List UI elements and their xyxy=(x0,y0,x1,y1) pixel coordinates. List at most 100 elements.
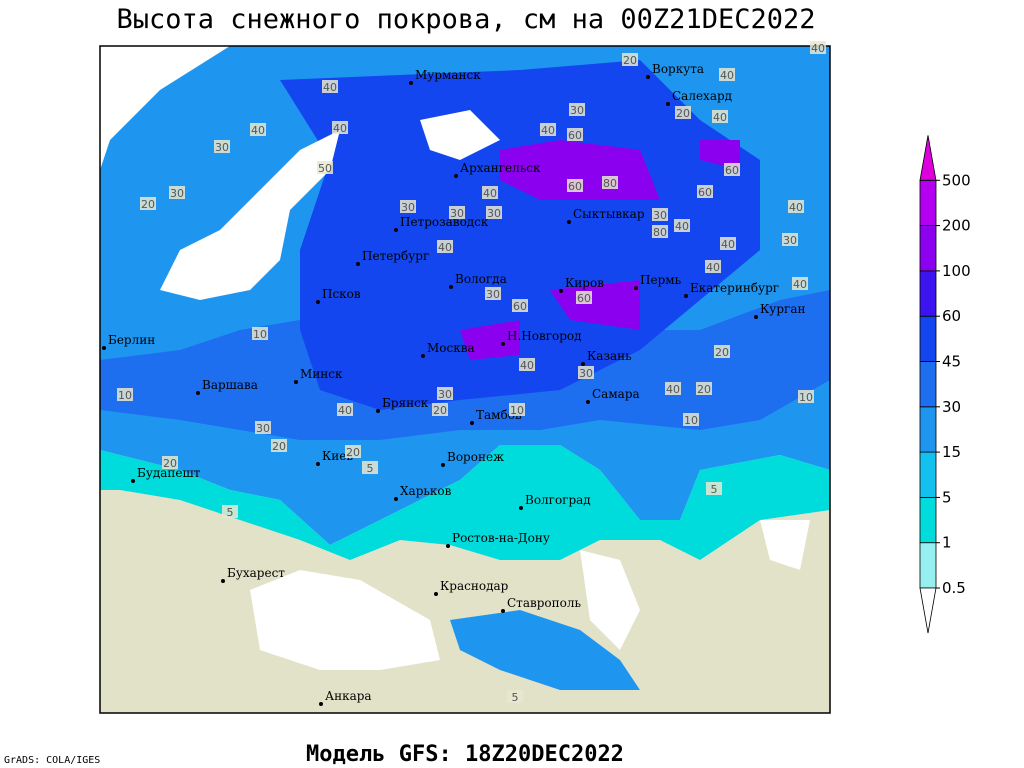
contour-label-box xyxy=(652,208,668,221)
city-label: Архангельск xyxy=(460,161,541,175)
city-label: Казань xyxy=(587,349,632,363)
city-label: Курган xyxy=(760,302,805,316)
water xyxy=(100,46,810,670)
contour-label-box xyxy=(788,200,804,213)
contour-label: 30 xyxy=(579,367,593,380)
contour-label: 40 xyxy=(713,111,727,124)
city-dot xyxy=(754,315,758,319)
contour-label: 10 xyxy=(799,391,813,404)
contour-label: 40 xyxy=(323,81,337,94)
contour-label-box xyxy=(432,403,448,416)
contour-label-box xyxy=(567,128,583,141)
contour-label: 60 xyxy=(577,292,591,305)
city-label: Волгоград xyxy=(525,493,591,507)
contour-label: 40 xyxy=(251,124,265,137)
contour-label-box xyxy=(578,366,594,379)
contour-label: 10 xyxy=(684,414,698,427)
contour-label-box xyxy=(712,110,728,123)
contour-label: 40 xyxy=(811,42,825,55)
city-label: Сыктывкар xyxy=(573,207,645,221)
snow-1 xyxy=(100,445,830,560)
colorbar-segment xyxy=(919,270,937,317)
city-dot xyxy=(567,220,571,224)
colorbar-label: 45 xyxy=(942,353,961,371)
city-dot xyxy=(421,354,425,358)
contour-label: 30 xyxy=(570,104,584,117)
contour-label-box xyxy=(720,237,736,250)
colorbar-segment xyxy=(919,179,937,227)
contour-label: 60 xyxy=(698,186,712,199)
contour-label: 30 xyxy=(487,207,501,220)
city-dot xyxy=(666,102,670,106)
contour-label: 40 xyxy=(541,124,555,137)
contour-label: 20 xyxy=(676,107,690,120)
contour-label-box xyxy=(400,200,416,213)
city-dot xyxy=(441,463,445,467)
contour-label-box xyxy=(792,277,808,290)
city-dot xyxy=(221,579,225,583)
contour-label: 40 xyxy=(720,69,734,82)
city-dot xyxy=(131,479,135,483)
city-label: Воронеж xyxy=(447,450,504,464)
contour-label: 40 xyxy=(333,122,347,135)
contour-label-box xyxy=(140,197,156,210)
contour-label-box xyxy=(706,482,722,495)
contour-label-box xyxy=(362,461,378,474)
contour-label: 30 xyxy=(450,207,464,220)
contour-label: 5 xyxy=(711,483,718,496)
city-dot xyxy=(470,421,474,425)
contour-label-box xyxy=(569,103,585,116)
contour-label: 40 xyxy=(520,359,534,372)
map: Мурманск Архангельск Воркута Салехард Сыктыв… xyxy=(99,41,831,714)
city-label: Салехард xyxy=(672,89,732,103)
contour-label-box xyxy=(162,456,178,469)
city-label: Пермь xyxy=(640,273,682,287)
city-dot xyxy=(501,609,505,613)
contour-label: 20 xyxy=(272,440,286,453)
contour-label: 30 xyxy=(215,141,229,154)
colorbar-over xyxy=(919,135,937,181)
credit: GrADS: COLA/IGES xyxy=(4,755,100,766)
city-label: Самара xyxy=(592,387,640,401)
caucasus-snow xyxy=(450,610,640,690)
city-label: Бухарест xyxy=(227,566,285,580)
contour-label: 5 xyxy=(512,691,519,704)
city-dot xyxy=(394,228,398,232)
colorbar-segment xyxy=(919,542,937,589)
contour-label-box xyxy=(512,299,528,312)
contour-label-box xyxy=(337,403,353,416)
map-frame xyxy=(99,45,831,714)
contour-label: 80 xyxy=(653,226,667,239)
city-label: Екатеринбург xyxy=(690,281,779,295)
colorbar-segment xyxy=(919,315,937,362)
contour-label: 40 xyxy=(721,238,735,251)
contour-label: 60 xyxy=(513,300,527,313)
colorbar-label: 200 xyxy=(942,217,971,235)
contour-label: 30 xyxy=(438,388,452,401)
city-label: Берлин xyxy=(108,333,155,347)
city-dot xyxy=(646,75,650,79)
title: Высота снежного покрова, см на 00Z21DEC2… xyxy=(117,4,816,35)
contour-label: 20 xyxy=(346,446,360,459)
contour-label-box xyxy=(622,53,638,66)
contour-label: 40 xyxy=(706,261,720,274)
contour-label-box xyxy=(169,186,185,199)
contour-label-box xyxy=(724,163,740,176)
contour-label: 20 xyxy=(141,198,155,211)
city-label: Н.Новгород xyxy=(507,329,582,343)
contour-label: 10 xyxy=(253,328,267,341)
contour-label-box xyxy=(652,225,668,238)
city-label: Псков xyxy=(322,287,361,301)
contour-label-box xyxy=(602,176,618,189)
contour-label: 40 xyxy=(793,278,807,291)
colorbar-label: 30 xyxy=(942,398,961,416)
contour-label: 20 xyxy=(697,383,711,396)
city-label: Мурманск xyxy=(415,68,481,82)
contour-label-box xyxy=(798,390,814,403)
city-label: Брянск xyxy=(382,396,429,410)
contour-label-box xyxy=(117,388,133,401)
contour-label: 60 xyxy=(568,180,582,193)
city-label: Москва xyxy=(427,341,475,355)
contour-label: 20 xyxy=(623,54,637,67)
